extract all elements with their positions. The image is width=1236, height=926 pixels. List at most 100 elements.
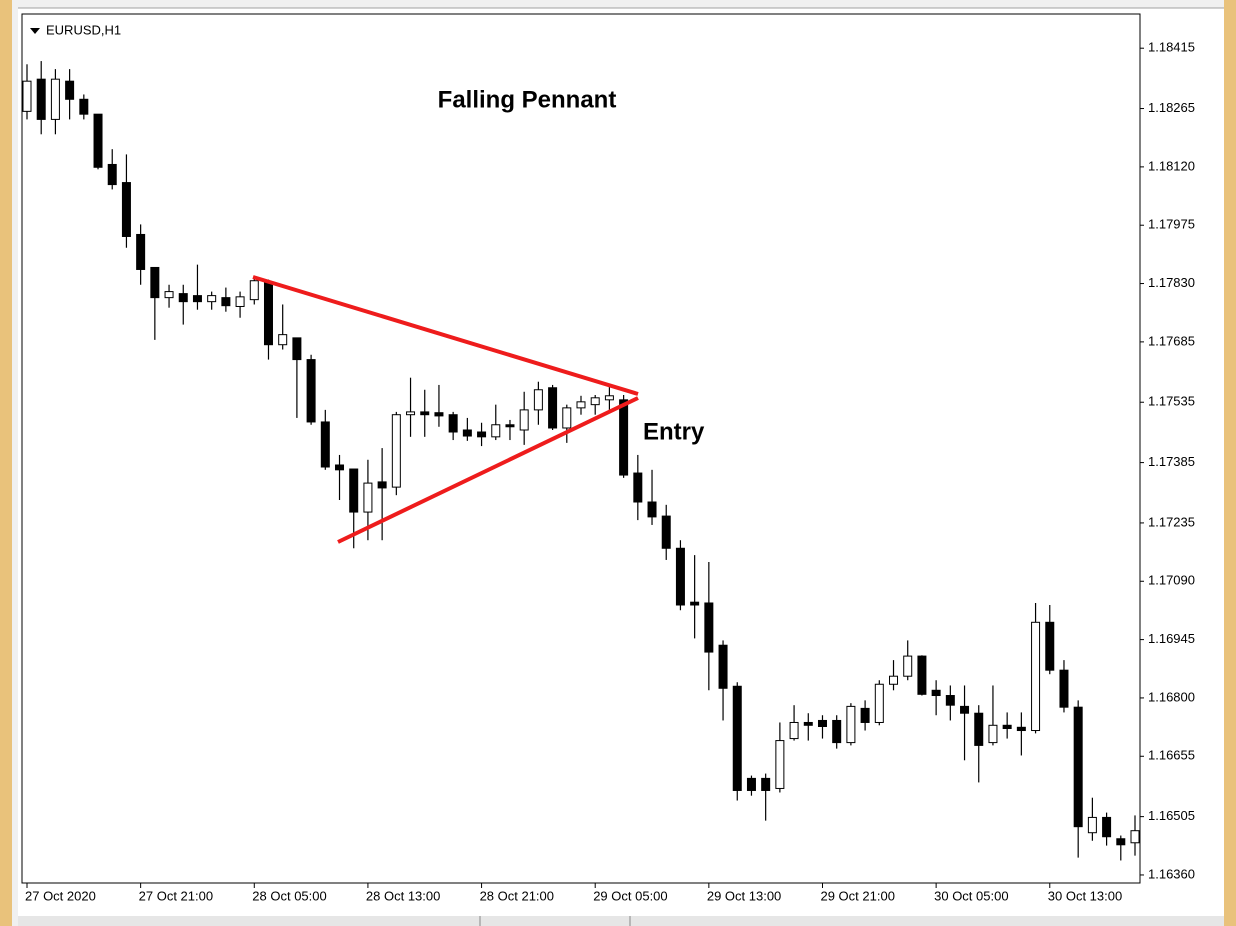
candle-body [505, 424, 515, 428]
candle-body [50, 78, 60, 120]
x-tick-label: 30 Oct 13:00 [1048, 888, 1122, 903]
y-tick-label: 1.16360 [1148, 866, 1195, 881]
candle-body [406, 411, 416, 416]
y-tick-label: 1.16655 [1148, 748, 1195, 763]
candle-body [235, 296, 245, 307]
symbol-label: EURUSD,H1 [46, 22, 121, 37]
y-tick-label: 1.18265 [1148, 100, 1195, 115]
candle-body [79, 98, 89, 115]
candle-body [533, 389, 543, 411]
candle-body [732, 685, 742, 791]
candle-body [960, 705, 970, 714]
y-tick-label: 1.17975 [1148, 217, 1195, 232]
candle-body [292, 337, 302, 361]
x-tick-label: 27 Oct 2020 [25, 888, 96, 903]
pattern-annotation: Falling Pennant [438, 86, 617, 113]
candle-body [363, 482, 373, 513]
symbol-menu-arrow[interactable] [30, 28, 40, 34]
candle-body [150, 266, 160, 299]
candle-body [746, 777, 756, 791]
candle-body [278, 334, 288, 346]
x-tick-label: 27 Oct 21:00 [139, 888, 213, 903]
candle-body [1059, 669, 1069, 708]
candle-body [491, 424, 501, 438]
candle-body [107, 163, 117, 186]
candle-body [690, 601, 700, 606]
candle-body [477, 431, 487, 438]
candle-body [448, 414, 458, 433]
candle-body [249, 280, 259, 301]
pennant-lower-line [337, 396, 639, 544]
candle-body [945, 695, 955, 706]
x-tick-label: 29 Oct 13:00 [707, 888, 781, 903]
tab-bar [18, 916, 1224, 926]
candle-body [377, 481, 387, 489]
candle-body [1016, 726, 1026, 732]
left-border [0, 0, 12, 926]
candle-body [207, 295, 217, 303]
x-tick-label: 28 Oct 21:00 [480, 888, 554, 903]
y-tick-label: 1.16800 [1148, 689, 1195, 704]
candle-body [178, 293, 188, 303]
candle-body [306, 359, 316, 423]
candle-body [519, 409, 529, 431]
y-tick-label: 1.17535 [1148, 394, 1195, 409]
candle-body [846, 705, 856, 744]
y-tick-label: 1.17090 [1148, 573, 1195, 588]
candle-body [335, 464, 345, 471]
candle-body [860, 707, 870, 723]
y-tick-label: 1.17235 [1148, 514, 1195, 529]
candle-body [65, 80, 75, 100]
candle-body [93, 113, 103, 168]
candle-body [633, 472, 643, 503]
y-tick-label: 1.17685 [1148, 333, 1195, 348]
plot-frame [21, 13, 1141, 884]
candle-body [1130, 830, 1140, 844]
candle-body [889, 675, 899, 685]
candle-body [1002, 724, 1012, 730]
candle-body [789, 721, 799, 740]
candle-body [391, 414, 401, 488]
candle-body [548, 387, 558, 429]
candle-body [1045, 621, 1055, 671]
candle-body [675, 547, 685, 606]
candle-body [931, 689, 941, 697]
y-tick-label: 1.18415 [1148, 40, 1195, 55]
y-tick-label: 1.16945 [1148, 631, 1195, 646]
candle-body [604, 395, 614, 401]
x-tick-label: 29 Oct 05:00 [593, 888, 667, 903]
candle-body [903, 655, 913, 677]
candle-body [164, 291, 174, 299]
y-tick-label: 1.16505 [1148, 808, 1195, 823]
y-tick-label: 1.17830 [1148, 275, 1195, 290]
candle-body [263, 281, 273, 346]
candle-body [36, 78, 46, 120]
candle-body [121, 182, 131, 237]
candle-body [803, 721, 813, 726]
candle-body [1087, 816, 1097, 834]
x-tick-label: 29 Oct 21:00 [820, 888, 894, 903]
candle-body [1031, 621, 1041, 732]
candle-body [917, 655, 927, 695]
candle-body [775, 740, 785, 789]
y-tick-label: 1.18120 [1148, 158, 1195, 173]
candle-body [349, 468, 359, 513]
x-tick-label: 28 Oct 05:00 [252, 888, 326, 903]
candle-body [420, 411, 430, 416]
candle-body [761, 777, 771, 791]
candle-body [320, 421, 330, 468]
right-border [1224, 0, 1236, 926]
candle-body [661, 515, 671, 549]
candle-body [647, 501, 657, 518]
pennant-upper-line [252, 275, 639, 396]
candle-body [221, 297, 231, 307]
candle-body [704, 602, 714, 653]
x-tick-label: 28 Oct 13:00 [366, 888, 440, 903]
candle-body [832, 719, 842, 744]
candle-body [590, 397, 600, 406]
entry-annotation: Entry [643, 418, 705, 445]
candle-body [974, 712, 984, 746]
candle-body [1102, 816, 1112, 838]
candle-body [619, 399, 629, 476]
